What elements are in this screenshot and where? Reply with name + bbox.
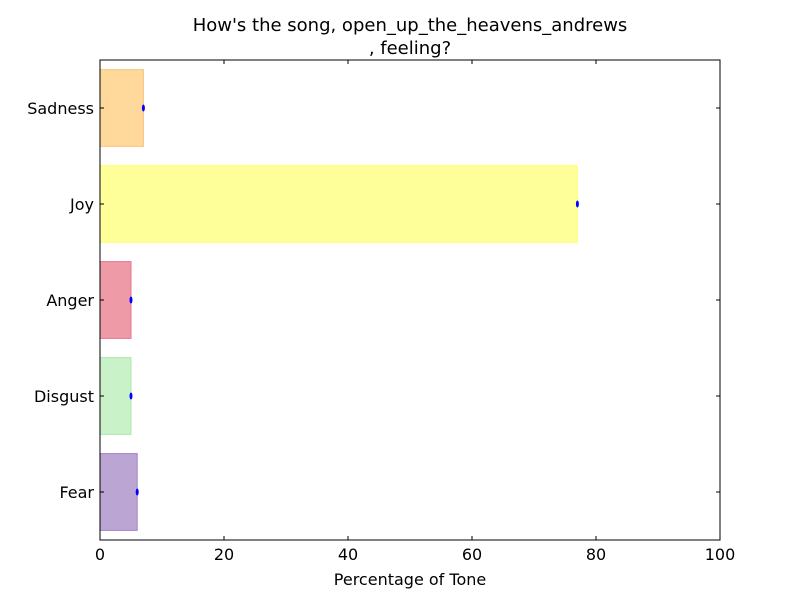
chart-title-line-2: , feeling? — [369, 38, 451, 59]
bar-end-marker-disgust — [129, 392, 133, 400]
bar-end-marker-joy — [575, 200, 579, 208]
x-axis-label: Percentage of Tone — [334, 570, 486, 589]
bars-layer — [99, 69, 579, 531]
x-tick-label-80: 80 — [586, 545, 606, 564]
bar-anger — [99, 261, 132, 339]
chart-title: How's the song, open_up_the_heavens_andr… — [193, 15, 628, 59]
x-tick-label-40: 40 — [338, 545, 358, 564]
y-tick-label-fear: Fear — [59, 483, 94, 502]
bar-joy — [99, 165, 578, 243]
x-tick-labels: 0 20 40 60 80 100 — [95, 545, 735, 564]
bar-fear — [99, 453, 138, 531]
y-tick-label-anger: Anger — [46, 291, 94, 310]
bar-end-marker-sadness — [141, 104, 145, 112]
bar-end-marker-anger — [129, 296, 133, 304]
y-tick-label-joy: Joy — [69, 195, 94, 214]
chart-title-line-1: How's the song, open_up_the_heavens_andr… — [193, 15, 628, 36]
x-tick-label-60: 60 — [462, 545, 482, 564]
x-tick-label-20: 20 — [214, 545, 234, 564]
y-tick-label-disgust: Disgust — [34, 387, 94, 406]
ticks-layer — [99, 60, 721, 540]
bar-end-marker-fear — [135, 488, 139, 496]
y-tick-labels: Sadness Joy Anger Disgust Fear — [27, 99, 94, 502]
x-tick-label-0: 0 — [95, 545, 105, 564]
plot-area-frame — [99, 59, 721, 541]
bar-disgust — [99, 357, 132, 435]
bar-sadness — [99, 69, 144, 147]
x-tick-label-100: 100 — [705, 545, 736, 564]
y-tick-label-sadness: Sadness — [27, 99, 94, 118]
